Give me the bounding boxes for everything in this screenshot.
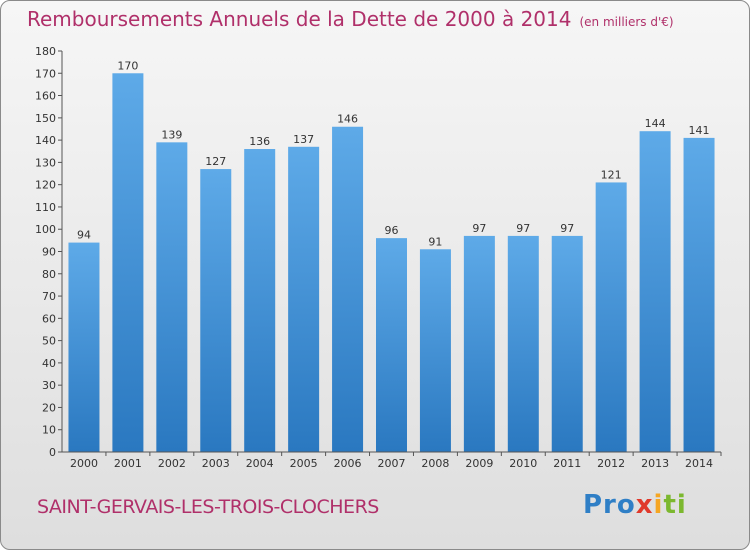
bar [507, 235, 539, 452]
y-tick-label: 60 [42, 312, 56, 325]
bar [332, 126, 364, 452]
data-label: 141 [689, 124, 710, 137]
y-tick-label: 90 [42, 246, 56, 259]
y-tick-label: 40 [42, 357, 56, 370]
y-tick-label: 150 [35, 112, 56, 125]
y-tick-label: 140 [35, 134, 56, 147]
bar [639, 131, 671, 452]
x-tick-label: 2002 [158, 457, 186, 470]
logo-part-1: Pro [583, 490, 636, 520]
x-tick-label: 2007 [378, 457, 406, 470]
data-label: 91 [428, 235, 442, 248]
logo-part-3: i [653, 490, 664, 520]
commune-name: SAINT-GERVAIS-LES-TROIS-CLOCHERS [37, 496, 379, 518]
x-tick-label: 2010 [509, 457, 537, 470]
data-label: 144 [645, 117, 666, 130]
chart-subtitle: (en milliers d'€) [579, 15, 674, 29]
logo-part-2: x [635, 490, 654, 520]
x-tick-label: 2001 [114, 457, 142, 470]
proxiti-logo: Proxiti [583, 490, 687, 520]
y-tick-label: 130 [35, 156, 56, 169]
data-label: 136 [249, 135, 270, 148]
bar [200, 169, 232, 453]
data-label: 94 [77, 229, 91, 242]
y-tick-label: 0 [49, 446, 56, 459]
y-tick-label: 110 [35, 201, 56, 214]
bar [683, 137, 715, 452]
y-axis: 0 10 20 30 40 50 60 70 80 90 100 110 120 130 140 150 160… [35, 45, 63, 459]
data-label: 137 [293, 133, 314, 146]
x-tick-label: 2013 [641, 457, 669, 470]
bar [156, 142, 188, 453]
x-tick-label: 2004 [246, 457, 274, 470]
y-tick-label: 10 [42, 424, 56, 437]
bar [463, 235, 495, 452]
chart-title-text: Remboursements Annuels de la Dette de 20… [27, 7, 572, 31]
x-tick-label: 2011 [553, 457, 581, 470]
y-tick-label: 80 [42, 268, 56, 281]
bar [551, 235, 583, 452]
bar [376, 238, 407, 452]
bar [595, 182, 627, 452]
y-tick-label: 160 [35, 90, 56, 103]
y-tick-label: 100 [35, 223, 56, 236]
bar [68, 242, 100, 452]
y-tick-label: 50 [42, 335, 56, 348]
x-tick-label: 2014 [685, 457, 713, 470]
x-tick-label: 2006 [334, 457, 362, 470]
y-tick-label: 30 [42, 379, 56, 392]
y-tick-label: 70 [42, 290, 56, 303]
data-label: 139 [161, 128, 182, 141]
bar [419, 249, 451, 452]
data-label: 97 [516, 222, 530, 235]
x-tick-label: 2008 [421, 457, 449, 470]
data-label: 121 [601, 168, 622, 181]
y-tick-label: 120 [35, 179, 56, 192]
x-tick-label: 2012 [597, 457, 625, 470]
x-tick-label: 2009 [465, 457, 493, 470]
bar [288, 146, 320, 453]
bars: 94 170 139 127 136 137 146 96 91 97 97 97 121 144 141 [68, 59, 715, 453]
x-tick-label: 2003 [202, 457, 230, 470]
x-axis: 2000 2001 2002 2003 2004 2005 2006 2007 2008 2009… [62, 451, 722, 470]
data-label: 97 [472, 222, 486, 235]
chart-title: Remboursements Annuels de la Dette de 20… [27, 7, 674, 31]
x-tick-label: 2005 [290, 457, 318, 470]
data-label: 170 [117, 59, 138, 72]
data-label: 97 [560, 222, 574, 235]
y-tick-label: 20 [42, 401, 56, 414]
y-tick-label: 170 [35, 67, 56, 80]
logo-part-4: ti [663, 490, 687, 520]
x-tick-label: 2000 [70, 457, 98, 470]
y-tick-label: 180 [35, 45, 56, 58]
bar [244, 149, 276, 452]
data-label: 127 [205, 155, 226, 168]
data-label: 96 [385, 224, 399, 237]
bar [112, 73, 144, 453]
data-label: 146 [337, 113, 358, 126]
